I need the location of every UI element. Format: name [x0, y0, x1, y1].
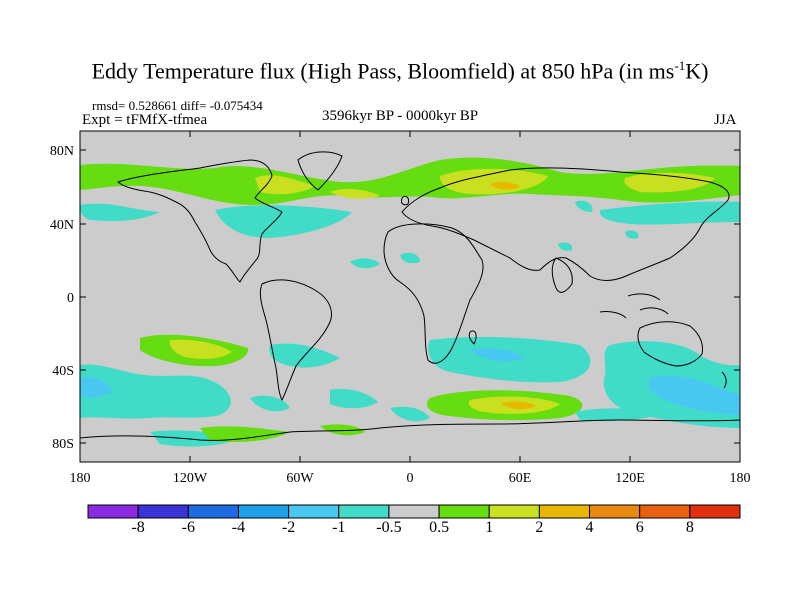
colorbar	[87, 504, 741, 519]
colorbar-swatch	[438, 504, 490, 519]
season-label: JJA	[714, 112, 737, 128]
colorbar-tick-label: 1	[485, 519, 494, 536]
lon-label-180e: 180	[730, 471, 751, 486]
positive-anomaly-south-indian-peak	[500, 401, 536, 410]
colorbar-swatch	[137, 504, 189, 519]
colorbar-tick-label: -1	[332, 519, 346, 536]
colorbar-swatch	[639, 504, 691, 519]
colorbar-swatch	[288, 504, 340, 519]
lon-label-60w: 60W	[286, 471, 314, 486]
colorbar-tick-label: -0.5	[376, 519, 402, 536]
lon-label-60e: 60E	[509, 471, 532, 486]
chart-title: Eddy Temperature flux (High Pass, Bloomf…	[0, 58, 800, 84]
colorbar-swatch	[538, 504, 591, 519]
negative-anomaly-north-small	[350, 230, 639, 269]
colorbar-tick-label: 6	[635, 519, 644, 536]
colorbar-tick-label: 8	[685, 519, 694, 536]
chart-title-superscript: -1	[674, 58, 686, 73]
colorbar-swatch	[589, 504, 641, 519]
colorbar-swatch	[237, 504, 290, 519]
colorbar-tick-label: -6	[181, 519, 195, 536]
map-frame	[79, 130, 741, 463]
negative-anomaly-north-west	[80, 200, 740, 238]
colorbar-tick-label: 4	[585, 519, 594, 536]
colorbar-swatch	[388, 504, 440, 519]
lat-label-80n: 80N	[50, 144, 74, 159]
lon-label-0: 0	[407, 471, 414, 486]
lat-label-80s: 80S	[52, 437, 74, 452]
flux-field	[80, 157, 740, 447]
chart-title-text: Eddy Temperature flux (High Pass, Bloomf…	[91, 58, 675, 84]
lon-label-120e: 120E	[615, 471, 645, 486]
colorbar-swatch	[689, 504, 741, 519]
lat-label-40n: 40N	[50, 218, 74, 233]
period-label: 3596kyr BP - 0000kyr BP	[322, 108, 479, 124]
positive-anomaly-north-strong	[255, 168, 715, 199]
negative-anomaly-antarctic	[575, 408, 660, 422]
colorbar-tick-label: -4	[231, 519, 246, 536]
lat-label-40s: 40S	[52, 364, 74, 379]
lat-label-0: 0	[67, 291, 74, 306]
colorbar-tick-label: 2	[535, 519, 544, 536]
positive-anomaly-north	[80, 157, 740, 206]
chart-title-end: K)	[685, 58, 709, 84]
colorbar-swatch	[187, 504, 239, 519]
rmsd-diff-label: rmsd= 0.528661 diff= -0.075434	[92, 98, 263, 113]
colorbar-tick-label: -8	[131, 519, 145, 536]
lon-label-120w: 120W	[173, 471, 208, 486]
experiment-label: Expt = tFMfX-tfmea	[82, 112, 208, 128]
colorbar-swatch	[488, 504, 540, 519]
colorbar-swatch	[338, 504, 390, 519]
positive-anomaly-north-peak	[490, 181, 520, 190]
coastlines	[80, 151, 740, 441]
positive-anomaly-south-pacific-strong	[169, 339, 232, 359]
lon-label-180w: 180	[70, 471, 91, 486]
colorbar-tick-label: -2	[281, 519, 296, 536]
colorbar-swatch	[87, 504, 139, 519]
colorbar-tick-label: 0.5	[429, 519, 450, 536]
negative-anomaly-south-main	[80, 337, 740, 447]
